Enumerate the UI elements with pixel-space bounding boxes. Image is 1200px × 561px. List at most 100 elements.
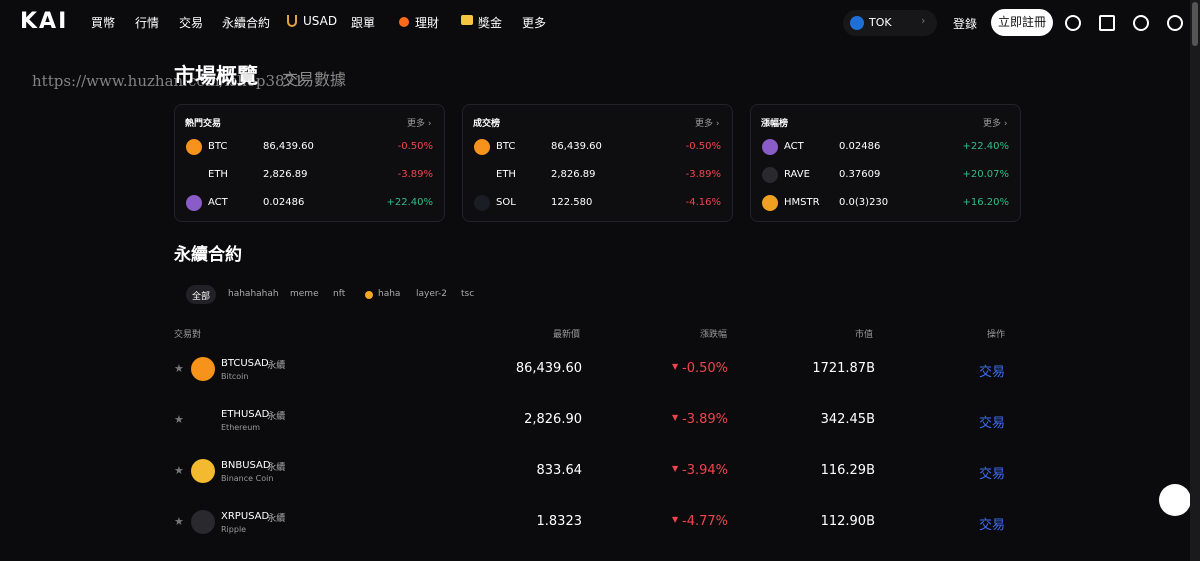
coin-icon: [762, 167, 778, 183]
coin-price: 0.37609: [839, 169, 881, 180]
price-change: -0.50%: [682, 361, 728, 376]
section-title: 永續合約: [174, 245, 242, 265]
trade-link[interactable]: 交易: [978, 365, 1005, 380]
coin-icon: [762, 139, 778, 155]
market-cap: 112.90B: [820, 514, 875, 529]
pair-symbol[interactable]: ETHUSAD: [221, 409, 270, 420]
register[interactable]: 立即註冊: [991, 9, 1053, 36]
login[interactable]: 登錄: [953, 17, 978, 31]
coin-change: -0.50%: [685, 141, 721, 152]
market-cap: 342.45B: [820, 412, 875, 427]
language-icon[interactable]: [1133, 15, 1149, 31]
nav-item[interactable]: 更多: [522, 16, 547, 30]
last-price: 1.8323: [536, 514, 583, 529]
nav-item[interactable]: 獎金: [478, 16, 503, 30]
nav-item[interactable]: 買幣: [91, 16, 116, 30]
coin-price: 122.580: [551, 197, 593, 208]
filter-tag[interactable]: layer-2: [416, 289, 447, 299]
favorite-star[interactable]: ★: [174, 413, 184, 426]
market-card: [750, 104, 1021, 222]
logo[interactable]: KAI: [20, 9, 69, 34]
theme-icon[interactable]: [1167, 15, 1183, 31]
coin-icon: [191, 357, 215, 381]
filter-tag[interactable]: nft: [333, 289, 346, 299]
market-cap: 116.29B: [820, 463, 875, 478]
favorite-star[interactable]: ★: [174, 362, 184, 375]
coin-icon: [191, 408, 215, 432]
column-header[interactable]: 最新價: [552, 330, 580, 340]
coin-symbol[interactable]: RAVE: [784, 169, 810, 180]
column-header: 操作: [986, 330, 1005, 340]
card-more[interactable]: 更多 ›: [407, 119, 432, 129]
market-cap: 1721.87B: [812, 361, 875, 376]
coin-icon: [186, 139, 202, 155]
filter-tag[interactable]: hahahahah: [228, 289, 279, 299]
filter-tag[interactable]: meme: [290, 289, 319, 299]
coin-price: 0.0(3)230: [839, 197, 889, 208]
column-header: 交易對: [174, 330, 202, 340]
coin-symbol[interactable]: HMSTR: [784, 197, 820, 208]
coin-symbol[interactable]: ETH: [208, 169, 228, 180]
down-arrow: ▼: [672, 464, 679, 473]
market-card: [462, 104, 733, 222]
pair-symbol[interactable]: XRPUSAD: [221, 511, 270, 522]
column-header[interactable]: 市值: [854, 330, 873, 340]
nav-item[interactable]: 理財: [415, 16, 440, 30]
card-title: 熱門交易: [185, 119, 222, 129]
nav-item[interactable]: USAD: [303, 14, 338, 28]
filter-tag[interactable]: tsc: [461, 289, 475, 299]
coin-change: -4.16%: [685, 197, 721, 208]
card-more[interactable]: 更多 ›: [695, 119, 720, 129]
token-icon: [850, 16, 864, 30]
fire-icon: [399, 17, 409, 27]
support-button[interactable]: [1159, 484, 1191, 516]
coin-icon: [191, 459, 215, 483]
coin-symbol[interactable]: ACT: [208, 197, 228, 208]
price-change: -3.89%: [682, 412, 728, 427]
coin-symbol[interactable]: ETH: [496, 169, 516, 180]
nav-item[interactable]: 行情: [135, 16, 160, 30]
nav-item[interactable]: 交易: [179, 16, 204, 30]
down-arrow: ▼: [672, 515, 679, 524]
coin-price: 86,439.60: [263, 141, 314, 152]
pair-name: Bitcoin: [221, 372, 249, 381]
card-more[interactable]: 更多 ›: [983, 119, 1008, 129]
filter-tag[interactable]: 全部: [192, 292, 211, 302]
coin-change: -3.89%: [397, 169, 433, 180]
coin-symbol[interactable]: SOL: [496, 197, 516, 208]
trade-link[interactable]: 交易: [978, 416, 1005, 431]
coin-icon: [186, 195, 202, 211]
coin-change: +16.20%: [962, 197, 1009, 208]
trade-link[interactable]: 交易: [978, 518, 1005, 533]
pair-symbol[interactable]: BTCUSAD: [221, 358, 269, 369]
coin-change: +22.40%: [962, 141, 1009, 152]
nav-item[interactable]: 跟單: [351, 16, 376, 30]
coin-symbol[interactable]: ACT: [784, 141, 804, 152]
search-icon[interactable]: [1065, 15, 1081, 31]
pair-name: Ripple: [221, 525, 247, 534]
down-arrow: ▼: [672, 413, 679, 422]
favorite-star[interactable]: ★: [174, 515, 184, 528]
filter-tag[interactable]: haha: [378, 289, 401, 299]
coin-symbol[interactable]: BTC: [208, 141, 228, 152]
trade-link[interactable]: 交易: [978, 467, 1005, 482]
coin-symbol[interactable]: BTC: [496, 141, 516, 152]
nav-item[interactable]: 永續合約: [222, 16, 271, 30]
favorite-star[interactable]: ★: [174, 464, 184, 477]
download-icon[interactable]: [1099, 15, 1115, 31]
token[interactable]: TOK: [869, 16, 892, 29]
coin-icon: [762, 195, 778, 211]
coin-change: -3.89%: [685, 169, 721, 180]
pair-symbol[interactable]: BNBUSAD: [221, 460, 271, 471]
coin-price: 0.02486: [839, 141, 881, 152]
column-header[interactable]: 漲跌幅: [699, 330, 727, 340]
down-arrow: ▼: [672, 362, 679, 371]
pair-tag: 永續: [267, 412, 286, 422]
usad-icon: [287, 15, 297, 27]
pair-name: Binance Coin: [221, 474, 274, 483]
overview-tab[interactable]: 交易數據: [282, 70, 347, 89]
pair-tag: 永續: [267, 361, 286, 371]
coin-price: 0.02486: [263, 197, 305, 208]
last-price: 2,826.90: [524, 412, 582, 427]
card-title: 成交榜: [473, 119, 501, 129]
